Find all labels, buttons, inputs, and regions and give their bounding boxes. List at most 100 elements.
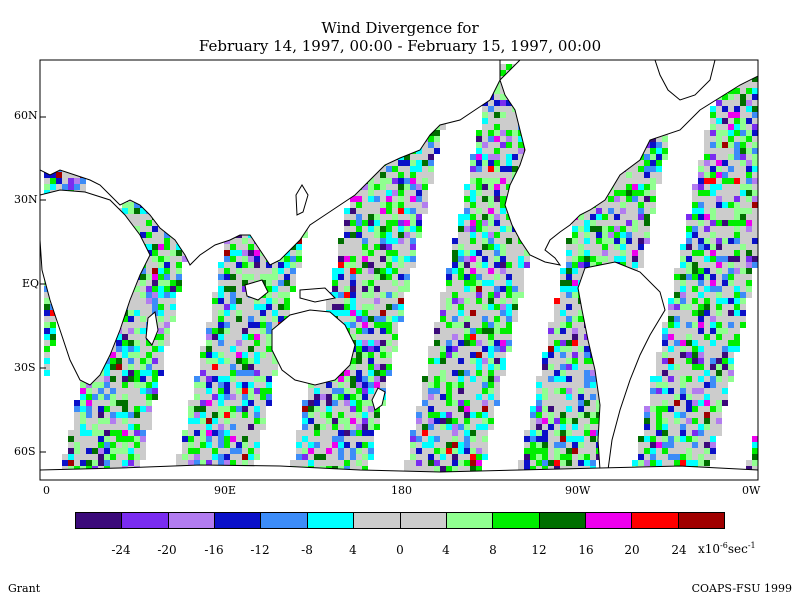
- divergence-cell: [464, 442, 470, 448]
- divergence-cell: [242, 286, 248, 292]
- divergence-cell: [668, 346, 674, 352]
- divergence-cell: [488, 136, 494, 142]
- divergence-cell: [620, 202, 626, 208]
- divergence-cell: [440, 370, 446, 376]
- divergence-cell: [488, 238, 494, 244]
- divergence-cell: [458, 406, 464, 412]
- divergence-cell: [470, 214, 476, 220]
- divergence-cell: [506, 274, 512, 280]
- divergence-cell: [170, 262, 176, 268]
- divergence-cell: [386, 292, 392, 298]
- divergence-cell: [584, 238, 590, 244]
- divergence-cell: [500, 184, 506, 190]
- divergence-cell: [158, 292, 164, 298]
- divergence-cell: [260, 334, 266, 340]
- divergence-cell: [356, 364, 362, 370]
- divergence-cell: [380, 244, 386, 250]
- divergence-cell: [548, 460, 554, 466]
- divergence-cell: [500, 106, 506, 112]
- divergence-cell: [458, 358, 464, 364]
- divergence-cell: [500, 280, 506, 286]
- divergence-cell: [212, 382, 218, 388]
- divergence-cell: [224, 292, 230, 298]
- divergence-cell: [404, 220, 410, 226]
- divergence-cell: [248, 400, 254, 406]
- divergence-cell: [140, 442, 146, 448]
- divergence-cell: [362, 244, 368, 250]
- divergence-cell: [668, 382, 674, 388]
- divergence-cell: [518, 142, 524, 148]
- divergence-cell: [602, 232, 608, 238]
- divergence-cell: [566, 238, 572, 244]
- divergence-cell: [314, 406, 320, 412]
- divergence-cell: [44, 304, 50, 310]
- divergence-cell: [500, 124, 506, 130]
- divergence-cell: [254, 442, 260, 448]
- divergence-cell: [422, 400, 428, 406]
- divergence-cell: [230, 334, 236, 340]
- divergence-cell: [266, 280, 272, 286]
- divergence-cell: [134, 328, 140, 334]
- divergence-cell: [482, 124, 488, 130]
- divergence-cell: [512, 136, 518, 142]
- divergence-cell: [146, 268, 152, 274]
- divergence-cell: [464, 334, 470, 340]
- divergence-cell: [176, 280, 182, 286]
- divergence-cell: [458, 400, 464, 406]
- divergence-cell: [386, 310, 392, 316]
- divergence-cell: [134, 352, 140, 358]
- divergence-cell: [320, 400, 326, 406]
- divergence-cell: [368, 364, 374, 370]
- divergence-cell: [488, 412, 494, 418]
- divergence-cell: [494, 202, 500, 208]
- divergence-cell: [650, 454, 656, 460]
- divergence-cell: [272, 298, 278, 304]
- divergence-cell: [338, 244, 344, 250]
- divergence-cell: [218, 304, 224, 310]
- divergence-cell: [512, 244, 518, 250]
- divergence-cell: [506, 106, 512, 112]
- divergence-cell: [452, 268, 458, 274]
- divergence-cell: [668, 322, 674, 328]
- divergence-cell: [158, 340, 164, 346]
- divergence-cell: [416, 466, 422, 472]
- divergence-cell: [140, 418, 146, 424]
- divergence-cell: [44, 328, 50, 334]
- divergence-cell: [224, 286, 230, 292]
- divergence-cell: [458, 226, 464, 232]
- divergence-cell: [656, 406, 662, 412]
- divergence-cell: [512, 166, 518, 172]
- divergence-cell: [470, 220, 476, 226]
- divergence-cell: [494, 268, 500, 274]
- divergence-cell: [464, 220, 470, 226]
- divergence-cell: [152, 358, 158, 364]
- divergence-cell: [224, 346, 230, 352]
- divergence-cell: [656, 178, 662, 184]
- divergence-cell: [374, 280, 380, 286]
- divergence-cell: [356, 250, 362, 256]
- divergence-cell: [380, 208, 386, 214]
- divergence-cell: [380, 280, 386, 286]
- divergence-cell: [572, 334, 578, 340]
- divergence-cell: [338, 394, 344, 400]
- divergence-cell: [248, 460, 254, 466]
- divergence-cell: [632, 208, 638, 214]
- divergence-cell: [110, 424, 116, 430]
- divergence-cell: [506, 346, 512, 352]
- divergence-cell: [482, 436, 488, 442]
- divergence-cell: [452, 250, 458, 256]
- divergence-cell: [506, 112, 512, 118]
- divergence-cell: [284, 280, 290, 286]
- divergence-cell: [176, 454, 182, 460]
- divergence-cell: [590, 364, 596, 370]
- divergence-cell: [188, 442, 194, 448]
- divergence-cell: [626, 202, 632, 208]
- divergence-cell: [350, 238, 356, 244]
- divergence-cell: [116, 352, 122, 358]
- divergence-cell: [506, 130, 512, 136]
- divergence-cell: [662, 430, 668, 436]
- divergence-cell: [356, 352, 362, 358]
- divergence-cell: [146, 400, 152, 406]
- divergence-cell: [482, 400, 488, 406]
- divergence-cell: [194, 406, 200, 412]
